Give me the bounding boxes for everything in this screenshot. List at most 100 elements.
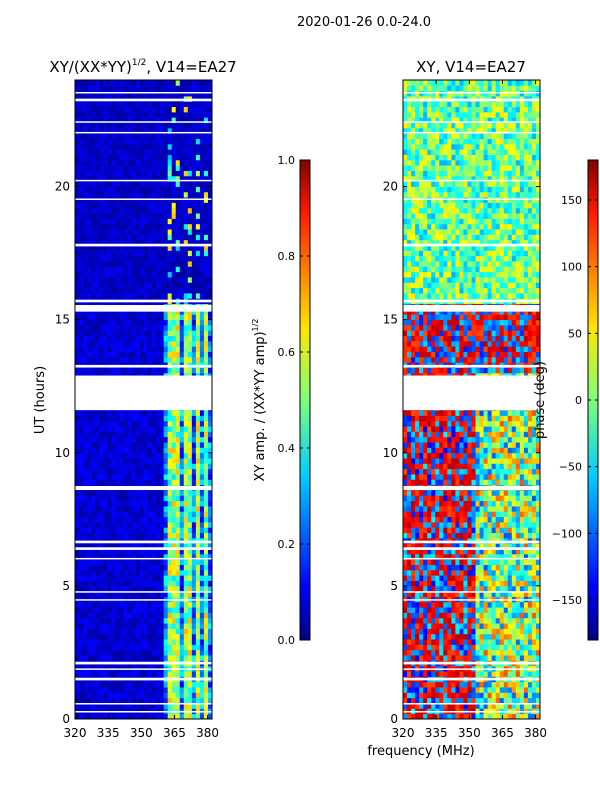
left-heatmap-cell bbox=[175, 410, 181, 416]
left-heatmap-cell bbox=[183, 261, 189, 267]
right-heatmap-cell bbox=[435, 703, 440, 709]
left-heatmap-cell bbox=[155, 255, 161, 262]
left-heatmap-cell bbox=[87, 713, 92, 719]
left-heatmap-cell bbox=[95, 511, 100, 518]
left-heatmap-cell bbox=[123, 154, 128, 161]
left-heatmap-cell bbox=[127, 250, 132, 257]
left-heatmap-cell bbox=[159, 426, 165, 432]
left-heatmap-cell bbox=[111, 687, 116, 693]
left-heatmap-cell bbox=[131, 223, 136, 230]
left-heatmap-cell bbox=[143, 591, 148, 597]
left-heatmap-cell bbox=[175, 335, 181, 342]
left-heatmap-cell bbox=[171, 516, 177, 523]
left-heatmap-cell bbox=[79, 282, 84, 289]
left-heatmap-cell bbox=[191, 308, 197, 315]
left-heatmap-cell bbox=[207, 569, 212, 576]
left-heatmap-cell bbox=[111, 239, 116, 246]
left-heatmap-cell bbox=[115, 186, 120, 193]
left-heatmap-cell bbox=[75, 548, 80, 555]
left-heatmap-cell bbox=[123, 410, 128, 416]
left-heatmap-cell bbox=[183, 202, 189, 209]
left-heatmap-cell bbox=[147, 591, 152, 597]
left-heatmap-cell bbox=[179, 447, 185, 454]
left-flagged-band bbox=[75, 299, 212, 303]
left-heatmap-cell bbox=[155, 426, 161, 432]
left-heatmap-cell bbox=[195, 271, 201, 278]
left-heatmap-cell bbox=[139, 569, 144, 576]
left-heatmap-cell bbox=[127, 154, 132, 161]
left-heatmap-cell bbox=[191, 500, 197, 507]
right-heatmap-cell bbox=[507, 628, 513, 635]
left-heatmap-cell bbox=[123, 617, 128, 624]
left-heatmap-cell bbox=[79, 111, 84, 118]
left-heatmap-cell bbox=[199, 234, 205, 241]
left-heatmap-cell bbox=[131, 601, 136, 608]
left-heatmap-cell bbox=[87, 255, 92, 262]
left-heatmap-cell bbox=[175, 127, 181, 134]
right-heatmap-cell bbox=[443, 585, 448, 592]
left-heatmap-cell bbox=[159, 324, 165, 331]
left-heatmap-cell bbox=[111, 511, 116, 518]
left-heatmap-cell bbox=[143, 681, 148, 688]
left-heatmap-cell bbox=[75, 245, 80, 251]
left-heatmap-cell bbox=[175, 340, 181, 347]
left-heatmap-cell bbox=[115, 213, 120, 219]
left-heatmap-cell bbox=[87, 506, 92, 512]
left-heatmap-cell bbox=[207, 80, 212, 86]
left-heatmap-cell bbox=[163, 356, 169, 363]
left-heatmap-cell bbox=[131, 239, 136, 246]
left-heatmap-cell bbox=[75, 452, 80, 459]
left-heatmap-cell bbox=[159, 239, 165, 246]
left-heatmap-cell bbox=[75, 314, 80, 321]
left-heatmap-cell bbox=[183, 633, 189, 640]
left-heatmap-cell bbox=[203, 80, 209, 86]
left-heatmap-cell bbox=[119, 261, 124, 267]
left-heatmap-cell bbox=[163, 255, 169, 262]
left-heatmap-cell bbox=[183, 713, 189, 719]
left-heatmap-cell bbox=[183, 655, 189, 661]
left-heatmap-cell bbox=[131, 548, 136, 555]
left-heatmap-cell bbox=[83, 245, 88, 251]
left-heatmap-cell bbox=[87, 436, 92, 443]
left-heatmap-cell bbox=[159, 479, 165, 486]
left-heatmap-cell bbox=[123, 447, 128, 454]
left-heatmap-cell bbox=[199, 239, 205, 246]
left-heatmap-cell bbox=[99, 623, 104, 629]
left-heatmap-cell bbox=[79, 681, 84, 688]
left-y-tick-label: 15 bbox=[55, 313, 70, 327]
right-heatmap-cell bbox=[535, 644, 540, 651]
left-heatmap-cell bbox=[179, 655, 185, 661]
left-heatmap-cell bbox=[207, 713, 212, 719]
left-heatmap-cell bbox=[75, 713, 80, 719]
left-heatmap-cell bbox=[187, 261, 193, 267]
left-heatmap-cell bbox=[167, 585, 173, 592]
left-heatmap-cell bbox=[75, 149, 80, 155]
left-heatmap-cell bbox=[191, 479, 197, 486]
left-heatmap-cell bbox=[207, 431, 212, 438]
left-heatmap-cell bbox=[127, 474, 132, 480]
right-heatmap-cell bbox=[415, 687, 420, 693]
left-heatmap-cell bbox=[83, 175, 88, 182]
right-heatmap-cell bbox=[431, 644, 436, 651]
left-heatmap-cell bbox=[75, 447, 80, 454]
left-heatmap-cell bbox=[171, 585, 177, 592]
left-heatmap-cell bbox=[103, 575, 108, 581]
left-heatmap-cell bbox=[87, 527, 92, 534]
left-heatmap-cell bbox=[143, 687, 148, 693]
left-heatmap-cell bbox=[191, 591, 197, 597]
right-heatmap-cell bbox=[507, 623, 513, 629]
left-heatmap-cell bbox=[107, 138, 112, 145]
right-heatmap-cell bbox=[527, 681, 533, 688]
left-heatmap-cell bbox=[135, 458, 140, 464]
left-heatmap-cell bbox=[135, 681, 140, 688]
left-heatmap-cell bbox=[167, 442, 173, 448]
left-heatmap-cell bbox=[155, 154, 161, 161]
left-heatmap-cell bbox=[115, 346, 120, 352]
left-heatmap-cell bbox=[111, 628, 116, 635]
left-heatmap-cell bbox=[163, 591, 169, 597]
left-heatmap-cell bbox=[167, 149, 173, 155]
left-heatmap-cell bbox=[127, 234, 132, 241]
left-heatmap-cell bbox=[167, 452, 173, 459]
left-heatmap-cell bbox=[151, 564, 156, 571]
right-heatmap-cell bbox=[495, 655, 501, 661]
